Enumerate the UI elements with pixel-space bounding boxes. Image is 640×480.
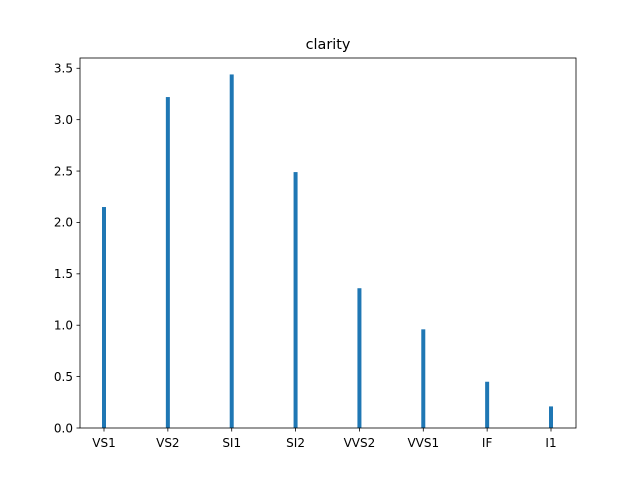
- y-tick-label: 0.5: [54, 370, 73, 384]
- bar-vvs2: [357, 288, 362, 428]
- bar-i1: [549, 406, 553, 428]
- bar-vs1: [102, 207, 106, 428]
- bars-group: [102, 74, 553, 429]
- y-tick-label: 2.5: [54, 164, 73, 178]
- y-axis: 0.0 0.5 1.0 1.5 2.0 2.5 3.0 3.5: [54, 62, 80, 435]
- x-tick-label: I1: [545, 436, 556, 450]
- bar-si1: [229, 74, 234, 428]
- y-tick-label: 0.0: [54, 421, 73, 435]
- chart-title: clarity: [306, 37, 351, 53]
- y-tick-label: 2.0: [54, 216, 73, 230]
- x-tick-label: VVS2: [344, 436, 376, 450]
- plot-frame: [79, 57, 577, 429]
- x-tick-label: IF: [482, 436, 493, 450]
- x-tick-label: VVS1: [407, 436, 439, 450]
- y-tick-label: 1.5: [54, 267, 73, 281]
- x-tick-label: SI2: [286, 436, 305, 450]
- y-tick-label: 3.5: [54, 62, 73, 76]
- y-tick-label: 3.0: [54, 113, 73, 127]
- bar-si2: [293, 172, 298, 428]
- x-tick-label: SI1: [222, 436, 241, 450]
- y-tick-label: 1.0: [54, 319, 73, 333]
- bar-vs2: [165, 97, 170, 429]
- bar-if: [485, 381, 490, 428]
- x-tick-label: VS1: [92, 436, 115, 450]
- x-axis: VS1 VS2 SI1 SI2 VVS2 VVS1 IF I1: [92, 428, 557, 450]
- bar-vvs1: [421, 329, 426, 428]
- x-tick-label: VS2: [156, 436, 179, 450]
